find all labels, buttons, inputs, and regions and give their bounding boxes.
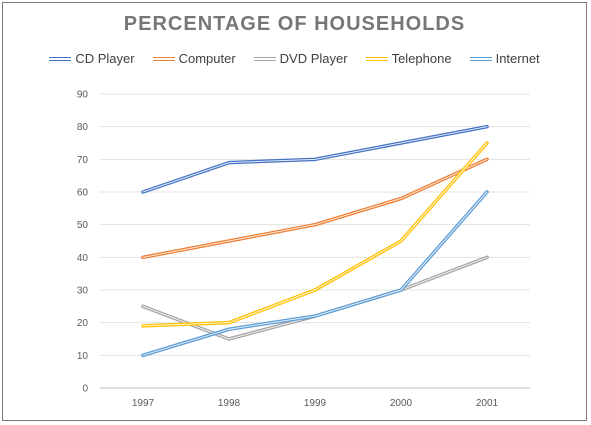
y-tick-label: 90	[77, 90, 89, 101]
y-tick-label: 10	[77, 351, 89, 362]
y-tick-label: 80	[77, 122, 89, 133]
y-tick-label: 50	[77, 220, 89, 231]
legend-label: Internet	[495, 51, 540, 66]
series-line-internet	[141, 190, 489, 358]
series-line-inner-telephone	[142, 142, 488, 327]
legend-label: DVD Player	[279, 51, 348, 66]
legend-item-dvd-player: DVD Player	[253, 51, 348, 66]
y-tick-label: 0	[82, 384, 88, 395]
legend-label: Computer	[178, 51, 236, 66]
series-line-telephone	[141, 141, 489, 328]
series-line-dvd-player	[141, 255, 489, 341]
legend-item-telephone: Telephone	[365, 51, 452, 66]
legend-label: Telephone	[391, 51, 452, 66]
y-tick-label: 40	[77, 253, 89, 264]
legend-item-cd-player: CD Player	[49, 51, 135, 66]
x-tick-label: 1999	[304, 398, 327, 409]
legend-item-internet: Internet	[469, 51, 540, 66]
legend-item-computer: Computer	[152, 51, 236, 66]
chart-title: PERCENTAGE OF HOUSEHOLDS	[123, 13, 466, 35]
x-tick-label: 2001	[476, 398, 499, 409]
x-tick-label: 1997	[132, 398, 155, 409]
x-tick-label: 2000	[390, 398, 413, 409]
series-line-inner-internet	[142, 191, 488, 356]
y-tick-label: 60	[77, 188, 89, 199]
legend: CD Player Computer DVD Player Telephone Inte…	[3, 51, 586, 66]
chart-frame: PERCENTAGE OF HOUSEHOLDS CD Player Comput…	[2, 2, 587, 421]
x-tick-label: 1998	[218, 398, 241, 409]
y-tick-label: 30	[77, 286, 89, 297]
y-tick-label: 20	[77, 318, 89, 329]
y-tick-label: 70	[77, 155, 89, 166]
legend-label: CD Player	[75, 51, 135, 66]
